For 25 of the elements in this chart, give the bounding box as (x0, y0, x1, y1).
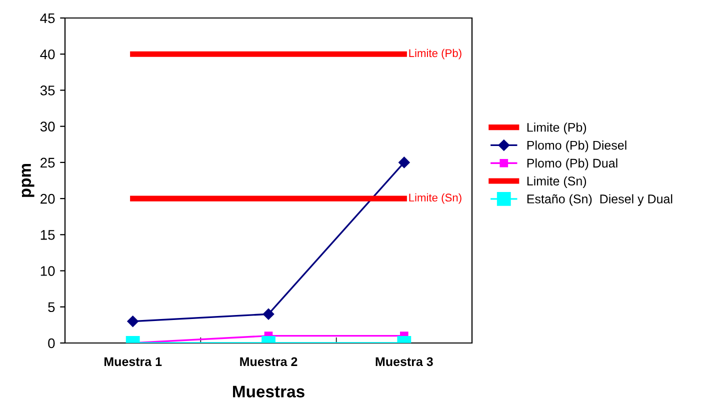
y-axis-title: ppm (22, 164, 34, 197)
x-tick-label: Muestra 2 (240, 357, 298, 366)
y-tick-label: 30 (40, 122, 55, 132)
legend-label: Limite (Pb) (527, 122, 586, 134)
y-tick-label: 25 (40, 158, 55, 168)
y-tick-label: 20 (40, 194, 55, 204)
y-tick-label: 45 (40, 13, 55, 24)
y-tick-label: 0 (48, 338, 55, 348)
y-tick-label: 15 (40, 230, 55, 240)
y-tick-label: 10 (40, 266, 55, 276)
x-tick-label: Muestra 3 (376, 357, 433, 366)
point (127, 316, 138, 327)
point (398, 156, 410, 168)
legend-label: Plomo (Pb) Dual (527, 158, 618, 170)
x-tick-label: Muestra 1 (104, 357, 162, 366)
annotation: Limite (Pb) (409, 48, 462, 60)
legend-label: Plomo (Pb) Diesel (527, 140, 626, 152)
y-tick-label: 40 (40, 49, 55, 60)
legend-label: Estaño (Sn) Diesel y Dual (527, 194, 672, 206)
y-tick-label: 5 (48, 302, 55, 312)
annotation: Limite (Sn) (409, 193, 462, 204)
legend-label: Limite (Sn) (527, 176, 586, 188)
point (262, 308, 274, 320)
y-tick-label: 35 (40, 86, 55, 96)
x-axis-title: Muestras (233, 386, 304, 398)
